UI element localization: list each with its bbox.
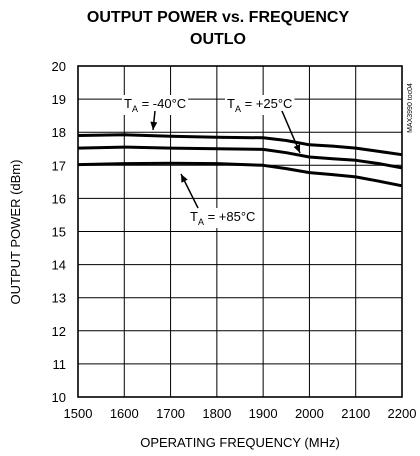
label-background	[122, 95, 189, 115]
y-tick-label: 10	[52, 390, 66, 405]
annotation-arrowhead	[181, 174, 188, 183]
y-tick-label: 19	[52, 92, 66, 107]
plot-frame	[77, 65, 403, 398]
series-label-1: TA = +25°C	[225, 95, 295, 115]
y-tick-label: 16	[52, 191, 66, 206]
svg-text:TA = +25°C: TA = +25°C	[227, 96, 292, 114]
x-tick-labels: 1500 1600 1700 1800 1900 2000 2100 2200	[64, 406, 417, 421]
figure-id: MAX3990 toc04	[407, 83, 414, 133]
series-line-1	[77, 145, 403, 170]
series-label-0: TA = -40°C	[122, 95, 189, 115]
series-line-0	[77, 133, 403, 157]
y-tick-labels: 10 11 12 13 14 15 16 17 18 19 20	[52, 59, 66, 405]
x-tick-label: 2000	[295, 406, 324, 421]
y-axis-label: OUTPUT POWER (dBm)	[8, 160, 23, 305]
y-tick-label: 13	[52, 291, 66, 306]
y-tick-label: 14	[52, 258, 66, 273]
svg-text:TA = +85°C: TA = +85°C	[190, 209, 255, 227]
y-tick-label: 15	[52, 225, 66, 240]
label-background	[188, 208, 258, 228]
label-background	[225, 95, 295, 115]
data-curves	[77, 133, 403, 188]
annotation-arrowhead	[293, 144, 301, 153]
y-tick-label: 18	[52, 125, 66, 140]
svg-text:TA = -40°C: TA = -40°C	[124, 96, 186, 114]
y-tick-label: 20	[52, 59, 66, 74]
x-tick-label: 1500	[64, 406, 93, 421]
x-tick-label: 1900	[249, 406, 278, 421]
x-tick-label: 2200	[388, 406, 417, 421]
series-line-2	[77, 161, 403, 188]
y-tick-label: 17	[52, 158, 66, 173]
x-axis-label: OPERATING FREQUENCY (MHz)	[140, 435, 340, 450]
annotation-arrowhead	[150, 121, 158, 130]
annotations: TA = -40°C TA = +25°C TA = +85°C	[122, 95, 301, 228]
y-tick-label: 11	[53, 357, 67, 372]
x-tick-label: 1700	[156, 406, 185, 421]
chart-subtitle: OUTLO	[190, 31, 246, 48]
x-tick-label: 1600	[110, 406, 139, 421]
y-tick-label: 12	[52, 324, 66, 339]
x-tick-label: 1800	[202, 406, 231, 421]
chart-title: OUTPUT POWER vs. FREQUENCY	[87, 9, 350, 26]
grid	[77, 65, 403, 398]
series-label-2: TA = +85°C	[188, 208, 258, 228]
x-tick-label: 2100	[341, 406, 370, 421]
